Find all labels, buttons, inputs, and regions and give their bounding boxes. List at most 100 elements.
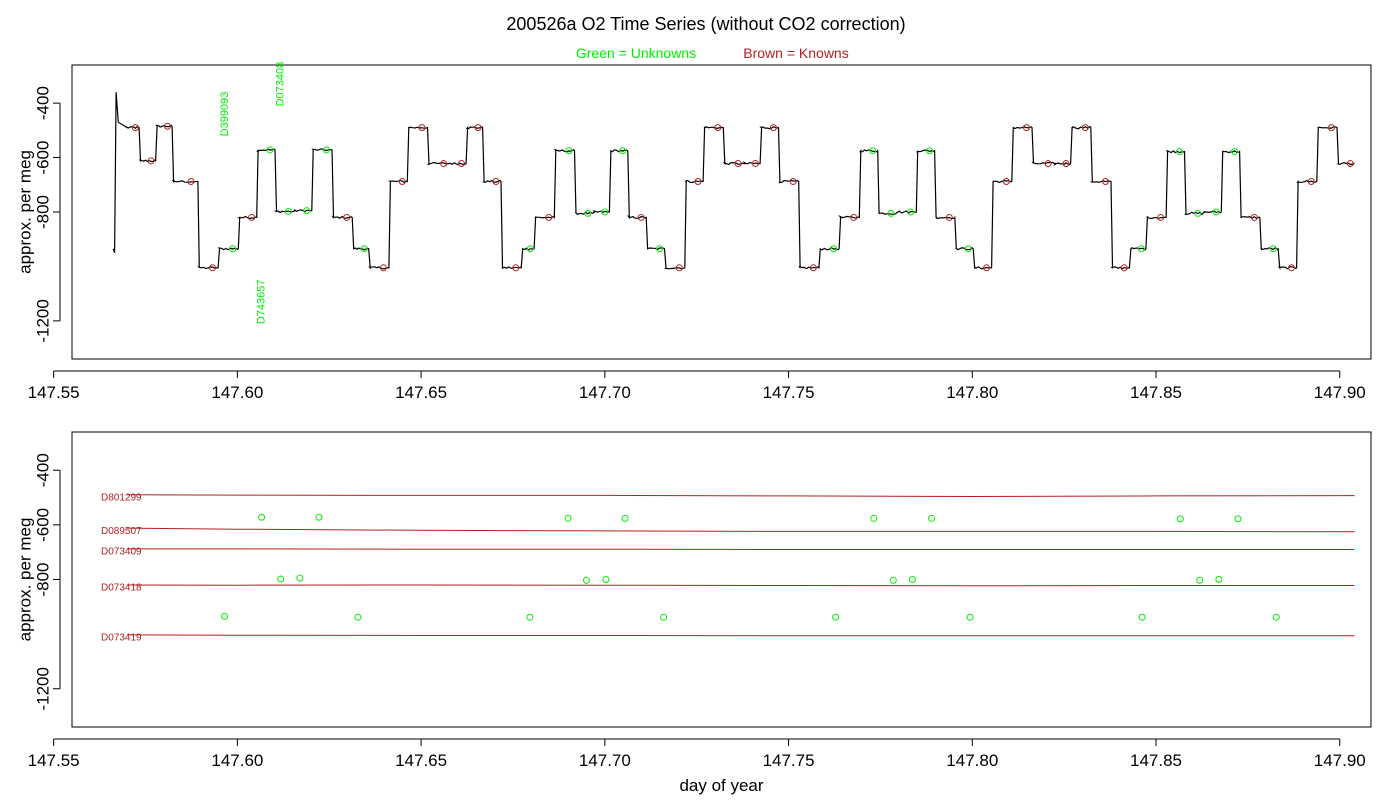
bottom-x-tick-label: 147.75 [763,751,815,770]
known-point [418,124,426,132]
known-line [127,494,1355,498]
top-x-tick-label: 147.60 [211,383,263,402]
known-point [809,264,817,272]
known-point [637,213,645,221]
unknown-point [1234,515,1242,523]
unknown-point [1175,148,1183,156]
bottom-y-tick-label: -400 [33,453,52,487]
unknown-point [315,513,323,521]
top-y-tick-label: -1200 [33,299,52,342]
tank-label: D399093 [219,92,231,137]
top-x-tick-label: 147.70 [579,383,631,402]
bottom-x-tick-label: 147.55 [28,751,80,770]
unknown-point [621,514,629,522]
unknown-point [526,613,534,621]
known-line-label: D801299 [101,492,142,503]
unknown-point [1215,576,1223,583]
bottom-x-tick-label: 147.60 [211,751,263,770]
unknown-point [1269,245,1277,253]
unknown-point [258,513,266,521]
bottom-x-tick-label: 147.85 [1130,751,1182,770]
known-point [1288,264,1296,272]
unknown-point [277,575,285,583]
top-x-tick-label: 147.80 [946,383,998,402]
unknown-point [1272,613,1280,621]
known-line-label: D073418 [101,583,142,594]
unknown-point [582,576,590,584]
unknown-point [1138,613,1146,621]
known-point [769,124,777,132]
known-point [1120,264,1128,272]
top-x-tick-label: 147.65 [395,383,447,402]
bottom-panel: 147.55 147.60 147.65 147.70 147.75 147.80 147.… [15,431,1372,795]
unknown-point [660,613,668,621]
known-point [1102,178,1110,186]
unknown-point [869,147,877,155]
known-point [1327,124,1335,132]
top-panel: 147.55 147.60 147.65 147.70 147.75 147.80 147.… [15,62,1372,402]
top-y-tick-label: -400 [33,86,52,120]
known-point [1346,160,1354,168]
known-line [127,634,1355,637]
unknown-point [229,245,237,253]
unknown-point [1194,209,1202,217]
top-y-tick-label: -600 [33,141,52,175]
known-point [734,160,742,168]
known-point [983,264,991,272]
known-point [789,178,797,186]
bottom-y-tick-label: -600 [33,508,52,542]
known-point [343,213,351,221]
known-point [1044,160,1052,168]
unknown-point [360,245,368,253]
unknown-point [303,207,311,215]
known-point [131,124,139,132]
known-point [474,124,482,132]
known-point [440,160,448,168]
known-point [694,178,702,186]
unknown-point [526,245,534,253]
top-x-tick-label: 147.55 [28,383,80,402]
known-point [147,157,155,165]
bottom-y-tick-label: -1200 [33,667,52,710]
unknown-point [565,147,573,155]
unknown-point [830,245,838,253]
bottom-y-tick-label: -800 [33,562,52,596]
unknown-point [928,514,936,522]
known-point [512,264,520,272]
unknown-point [564,514,572,522]
known-point [209,264,217,272]
unknown-point [322,146,330,154]
bottom-x-axis-title: day of year [679,776,763,795]
bottom-y-axis-title: approx. per meg [15,518,34,642]
unknown-point [908,576,916,583]
known-point [675,264,683,272]
known-point [248,213,256,221]
known-point [1022,124,1030,132]
known-point [398,178,406,186]
unknown-point [220,612,228,620]
top-y-tick-label: -800 [33,195,52,229]
unknown-point [1212,208,1220,216]
known-line-label: D073419 [101,633,142,644]
bottom-x-tick-label: 147.90 [1314,751,1366,770]
top-plot-frame [71,64,1372,360]
known-point [850,213,858,221]
known-line [127,584,1355,587]
known-point [545,213,553,221]
top-x-tick-label: 147.75 [763,383,815,402]
unknown-point [619,147,627,155]
top-y-axis-title: approx. per meg [15,150,34,274]
bottom-plot-frame [71,431,1372,728]
legend-knowns: Brown = Knowns [743,45,848,61]
unknown-point [907,208,915,216]
known-point [1062,160,1070,168]
known-point [945,213,953,221]
unknown-point [832,613,840,621]
unknown-point [1137,245,1145,253]
known-line-label: D089507 [101,526,142,537]
unknown-point [889,576,897,584]
unknown-point [354,613,362,621]
top-x-tick-label: 147.85 [1130,383,1182,402]
known-point [379,264,387,272]
known-point [1307,178,1315,186]
